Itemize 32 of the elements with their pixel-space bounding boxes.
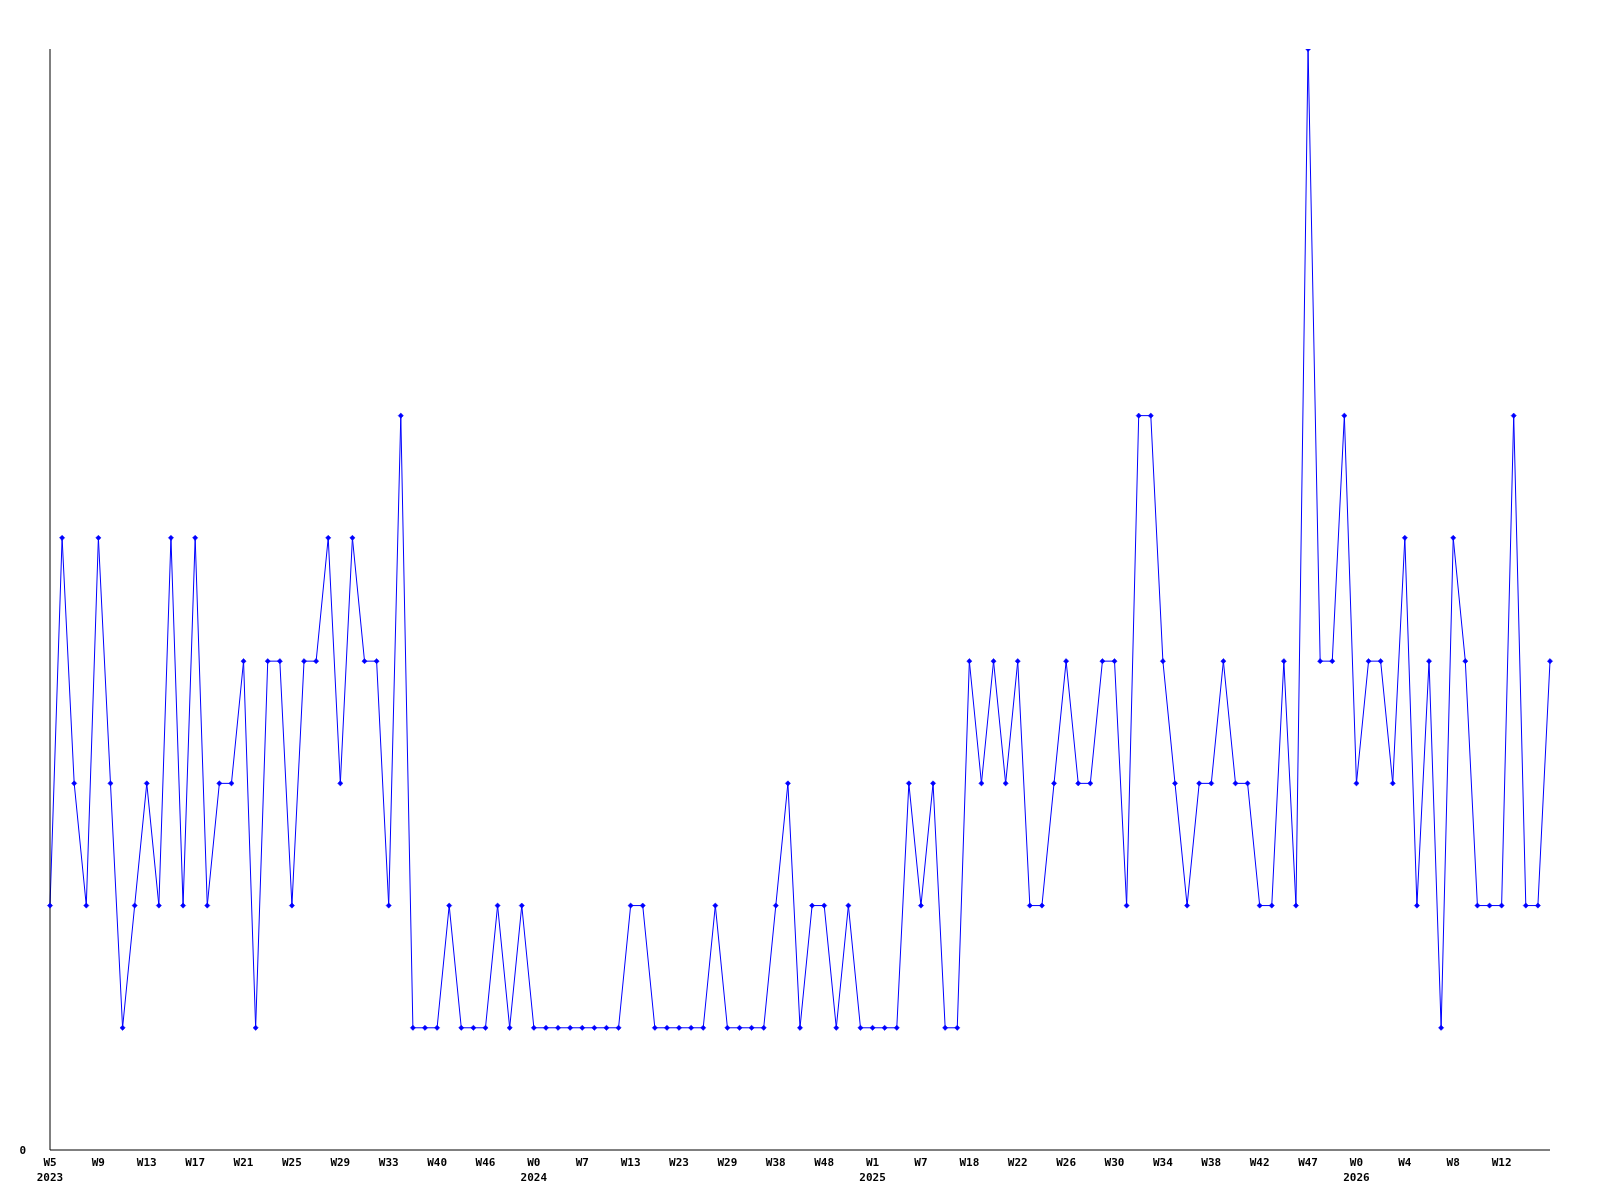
x-tick-label: W8: [1446, 1155, 1460, 1169]
x-tick-label: W38: [1201, 1155, 1222, 1169]
x-tick-label: W30: [1104, 1155, 1125, 1169]
x-tick-label: W13: [136, 1155, 157, 1169]
x-tick-label: W42: [1249, 1155, 1270, 1169]
x-tick-label: W9: [91, 1155, 106, 1169]
x-tick-label: W38: [765, 1155, 786, 1169]
x-tick-label: W13: [620, 1155, 641, 1169]
x-tick-label: W26: [1056, 1155, 1077, 1169]
x-tick-label: W0 2024: [520, 1155, 548, 1184]
x-tick-label: W1 2025: [859, 1155, 886, 1184]
x-tick-label: W29: [330, 1155, 351, 1169]
x-tick-label: W7: [575, 1155, 589, 1169]
x-tick-label: W22: [1007, 1155, 1028, 1169]
x-tick-label: W7: [914, 1155, 928, 1169]
x-tick-label: W12: [1491, 1155, 1512, 1169]
x-tick-label: W4: [1398, 1155, 1412, 1169]
x-tick-label: W18: [959, 1155, 980, 1169]
x-tick-label: W23: [669, 1155, 689, 1169]
x-tick-label: W46: [475, 1155, 496, 1169]
x-tick-label: W29: [717, 1155, 738, 1169]
x-tick-label: W25: [282, 1155, 302, 1169]
x-tick-label: W33: [378, 1155, 399, 1169]
x-tick-label: W34: [1152, 1155, 1174, 1169]
x-tick-label: W17: [185, 1155, 206, 1169]
x-tick-label: W47: [1298, 1155, 1318, 1169]
x-tick-label: W21: [233, 1155, 254, 1169]
text: 0: [19, 1143, 26, 1157]
x-tick-label: W5 2023: [36, 1155, 64, 1184]
x-tick-label: W48: [814, 1155, 835, 1169]
x-tick-label: W0 2026: [1343, 1155, 1371, 1184]
x-tick-label: W40: [427, 1155, 448, 1169]
